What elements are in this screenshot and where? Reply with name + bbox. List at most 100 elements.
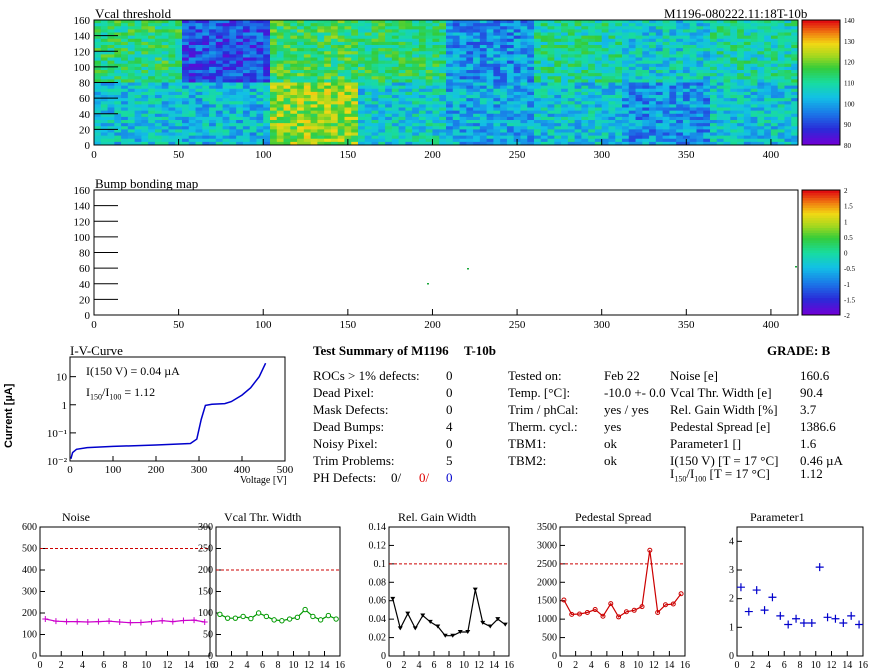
- heatmap-cell: [297, 104, 305, 108]
- palette-band: [802, 80, 840, 83]
- heatmap-cell: [696, 113, 704, 118]
- heatmap-cell: [182, 66, 190, 71]
- heatmap-cell: [154, 76, 163, 80]
- heatmap-cell: [791, 107, 799, 112]
- heatmap-cell: [479, 45, 488, 49]
- heatmap-cell: [534, 23, 542, 27]
- heatmap-cell: [398, 98, 406, 102]
- heatmap-cell: [635, 126, 643, 130]
- heatmap-cell: [202, 38, 210, 43]
- heatmap-cell: [682, 123, 691, 127]
- heatmap-cell: [764, 60, 772, 65]
- heatmap-cell: [493, 85, 501, 90]
- heatmap-cell: [303, 45, 312, 49]
- heatmap-cell: [777, 54, 785, 58]
- heatmap-cell: [574, 57, 582, 62]
- heatmap-cell: [534, 26, 542, 30]
- heatmap-cell: [418, 38, 427, 43]
- heatmap-cell: [371, 23, 379, 27]
- heatmap-cell: [168, 82, 176, 87]
- x-tick-label: 10: [459, 660, 469, 671]
- x-tick-label: 8: [798, 660, 803, 671]
- heatmap-cell: [486, 60, 494, 65]
- heatmap-cell: [215, 91, 224, 96]
- heatmap-cell: [94, 88, 102, 93]
- heatmap-cell: [432, 45, 440, 49]
- heatmap-cell: [520, 91, 528, 96]
- heatmap-cell: [297, 91, 305, 96]
- heatmap-cell: [716, 63, 724, 68]
- heatmap-cell: [594, 120, 603, 124]
- heatmap-cell: [425, 138, 433, 143]
- heatmap-cell: [622, 113, 630, 118]
- heatmap-cell: [466, 57, 474, 62]
- heatmap-cell: [229, 138, 237, 143]
- heatmap-cell: [439, 35, 447, 40]
- heatmap-cell: [297, 60, 305, 65]
- heatmap-cell: [161, 70, 169, 74]
- heatmap-cell: [527, 88, 535, 93]
- heatmap-cell: [385, 98, 393, 102]
- heatmap-cell: [601, 135, 609, 140]
- data-point: [42, 616, 49, 623]
- heatmap-cell: [750, 79, 758, 83]
- heatmap-cell: [283, 20, 291, 24]
- heatmap-cell: [676, 138, 684, 143]
- heatmap-cell: [520, 38, 528, 43]
- palette-label: -2: [844, 312, 850, 320]
- heatmap-cell: [236, 104, 244, 108]
- heatmap-cell: [344, 38, 352, 43]
- heatmap-cell: [676, 91, 684, 96]
- heatmap-cell: [351, 35, 359, 40]
- heatmap-cell: [317, 88, 325, 93]
- heatmap-cell: [540, 70, 548, 74]
- heatmap-cell: [378, 141, 386, 146]
- heatmap-cell: [202, 66, 210, 71]
- heatmap-cell: [770, 41, 779, 46]
- x-tick-label: 2: [750, 660, 755, 671]
- heatmap-cell: [581, 141, 589, 146]
- heatmap-cell: [330, 79, 339, 83]
- heatmap-cell: [114, 60, 122, 65]
- heatmap-cell: [107, 63, 115, 68]
- heatmap-cell: [473, 60, 481, 65]
- heatmap-cell: [784, 23, 792, 27]
- palette-band: [802, 117, 840, 121]
- heatmap-cell: [452, 66, 460, 71]
- heatmap-cell: [628, 60, 636, 65]
- heatmap-cell: [520, 32, 528, 37]
- heatmap-cell: [175, 63, 183, 68]
- heatmap-cell: [730, 132, 738, 137]
- heatmap-cell: [473, 132, 481, 137]
- heatmap-cell: [154, 116, 163, 121]
- palette-band: [802, 265, 840, 268]
- heatmap-cell: [703, 23, 711, 27]
- heatmap-cell: [452, 138, 460, 143]
- heatmap-cell: [229, 123, 237, 127]
- heatmap-cell: [303, 32, 312, 37]
- heatmap-cell: [209, 126, 217, 130]
- heatmap-cell: [385, 73, 393, 77]
- heatmap-cell: [689, 45, 697, 49]
- heatmap-cell: [222, 110, 230, 115]
- heatmap-cell: [229, 51, 237, 55]
- heatmap-cell: [534, 104, 542, 108]
- heatmap-cell: [486, 101, 494, 105]
- heatmap-cell: [520, 26, 528, 30]
- heatmap-cell: [337, 120, 345, 124]
- heatmap-cell: [649, 88, 657, 93]
- heatmap-cell: [385, 32, 393, 37]
- heatmap-cell: [100, 98, 108, 102]
- heatmap-cell: [425, 129, 433, 133]
- heatmap-cell: [121, 98, 129, 102]
- heatmap-cell: [601, 38, 609, 43]
- x-tick-label: 14: [664, 660, 674, 671]
- heatmap-cell: [364, 60, 372, 65]
- heatmap-cell: [446, 120, 454, 124]
- heatmap-cell: [100, 85, 108, 90]
- data-point: [831, 614, 840, 623]
- heatmap-cell: [784, 91, 792, 96]
- heatmap-cell: [676, 41, 684, 46]
- heatmap-cell: [182, 26, 190, 30]
- heatmap-cell: [188, 107, 196, 112]
